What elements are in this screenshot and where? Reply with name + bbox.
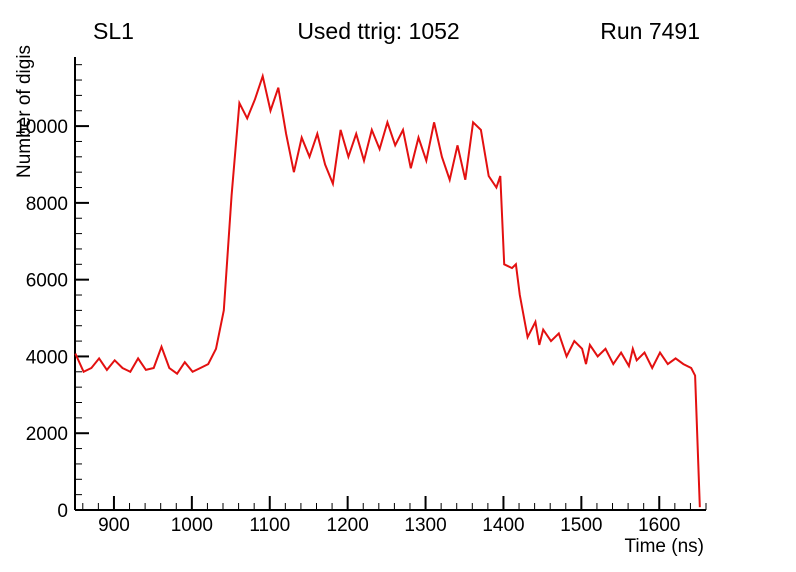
x-tick-label: 900 bbox=[98, 515, 130, 536]
y-tick-label: 2000 bbox=[26, 424, 68, 445]
pad-label-sl: SL1 bbox=[93, 18, 134, 44]
y-tick-label: 6000 bbox=[26, 271, 68, 292]
x-tick-label: 1300 bbox=[404, 515, 446, 536]
y-tick-label: 10000 bbox=[15, 117, 68, 138]
x-axis-title: Time (ns) bbox=[624, 536, 704, 557]
x-tick-label: 1000 bbox=[171, 515, 213, 536]
y-tick-label: 0 bbox=[57, 501, 68, 522]
x-tick-label: 1500 bbox=[560, 515, 602, 536]
run-label: Run 7491 bbox=[600, 18, 700, 44]
x-tick-label: 1400 bbox=[482, 515, 524, 536]
y-axis-title: Number of digis bbox=[14, 44, 35, 178]
y-tick-label: 4000 bbox=[26, 347, 68, 368]
chart-title: Used ttrig: 1052 bbox=[297, 18, 460, 44]
data-line bbox=[74, 72, 701, 508]
x-tick-label: 1600 bbox=[638, 515, 680, 536]
x-tick-label: 1200 bbox=[327, 515, 369, 536]
y-tick-label: 8000 bbox=[26, 194, 68, 215]
x-tick-label: 1100 bbox=[249, 515, 290, 536]
